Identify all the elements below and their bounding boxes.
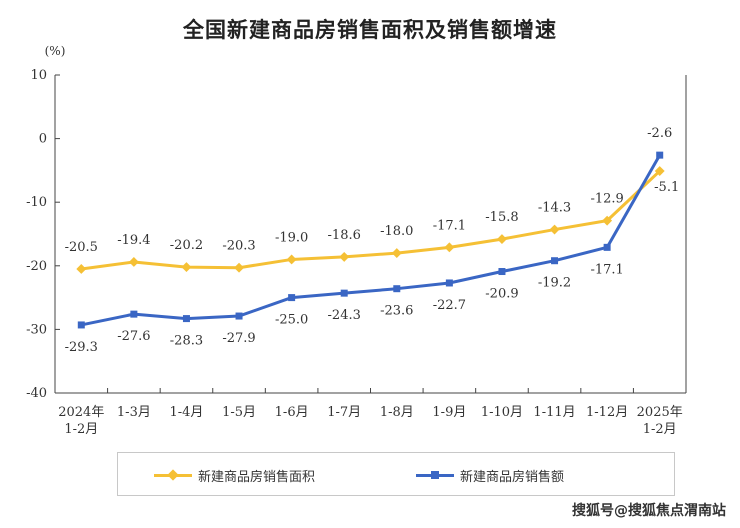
data-point xyxy=(444,242,455,253)
data-label: -19.0 xyxy=(275,230,308,245)
data-label: -20.3 xyxy=(222,239,255,254)
data-label: -18.0 xyxy=(380,224,413,239)
x-tick-label: 1-6月 xyxy=(275,405,309,420)
data-label: -25.0 xyxy=(275,313,308,328)
data-point xyxy=(498,268,506,276)
x-tick-label: 1-2月 xyxy=(64,422,98,437)
x-tick-label: 1-11月 xyxy=(533,405,575,420)
data-label: -27.9 xyxy=(222,331,255,346)
data-label: -20.5 xyxy=(65,240,98,255)
y-axis-unit: (%) xyxy=(45,44,66,58)
data-label: -19.2 xyxy=(538,276,571,291)
data-label: -2.6 xyxy=(647,126,672,141)
data-point xyxy=(391,248,402,259)
legend-item-area: 新建商品房销售面积 xyxy=(154,467,316,485)
data-point xyxy=(603,243,611,251)
legend-swatch-amount xyxy=(416,467,454,483)
legend-item-amount: 新建商品房销售额 xyxy=(416,467,565,485)
data-point xyxy=(182,315,190,323)
chart-title: 全国新建商品房销售面积及销售额增速 xyxy=(183,18,557,42)
series-line-area xyxy=(81,169,661,271)
data-label: -15.8 xyxy=(485,210,518,225)
data-label: -18.6 xyxy=(328,228,361,243)
watermark: 搜狐号@搜狐焦点渭南站 xyxy=(572,503,726,519)
data-point xyxy=(130,310,138,318)
legend-label-amount: 新建商品房销售额 xyxy=(460,469,565,485)
data-label: -19.4 xyxy=(117,233,150,248)
data-point xyxy=(288,294,296,302)
data-label: -24.3 xyxy=(328,308,361,323)
data-label: -28.3 xyxy=(170,334,203,349)
x-tick-label: 1-8月 xyxy=(380,405,414,420)
data-label: -23.6 xyxy=(380,304,413,319)
data-point xyxy=(340,289,348,297)
line-chart: 10 0 -10 -20 -30 -40 (%) 2024年 1-2月 1-3月 1-4月 1-5月 1… xyxy=(26,44,687,437)
x-tick-label: 1-10月 xyxy=(481,405,523,420)
legend: 新建商品房销售面积 新建商品房销售额 xyxy=(117,452,675,496)
x-tick-label: 2024年 xyxy=(58,405,104,420)
y-tick-label: -40 xyxy=(26,386,47,401)
data-point xyxy=(76,264,87,274)
data-label: -17.1 xyxy=(433,218,466,233)
data-label: -20.2 xyxy=(170,238,203,253)
y-tick-label: 10 xyxy=(30,68,47,83)
data-label: -12.9 xyxy=(590,192,623,207)
data-point xyxy=(128,257,139,267)
x-tick-label: 1-2月 xyxy=(643,422,677,437)
y-tick-label: -30 xyxy=(26,322,47,337)
data-point xyxy=(497,234,507,245)
x-tick-label: 1-7月 xyxy=(327,405,361,420)
y-tick-label: 0 xyxy=(39,132,47,147)
data-label: -20.9 xyxy=(485,287,518,302)
data-label: -17.1 xyxy=(590,262,623,277)
data-point xyxy=(549,224,560,235)
data-point xyxy=(654,166,665,176)
data-point xyxy=(234,262,244,273)
legend-label-area: 新建商品房销售面积 xyxy=(198,469,316,485)
data-label: -5.1 xyxy=(654,180,679,195)
data-point xyxy=(286,254,297,265)
y-tick-label: -10 xyxy=(26,195,47,210)
x-tick-label: 1-12月 xyxy=(586,405,628,420)
data-label: -14.3 xyxy=(538,201,571,216)
data-point xyxy=(602,215,613,226)
data-point xyxy=(551,257,559,265)
x-tick-label: 1-5月 xyxy=(222,405,256,420)
data-label: -22.7 xyxy=(433,298,466,313)
data-point xyxy=(656,151,664,159)
x-tick-label: 1-4月 xyxy=(169,405,203,420)
data-point xyxy=(339,251,350,262)
data-point xyxy=(393,285,401,293)
x-tick-label: 2025年 xyxy=(637,405,683,420)
series-line-amount xyxy=(80,154,662,327)
data-point xyxy=(445,279,453,287)
data-point xyxy=(181,262,192,273)
data-label: -29.3 xyxy=(65,340,98,355)
x-tick-label: 1-9月 xyxy=(432,405,466,420)
data-point xyxy=(235,312,243,320)
x-tick-label: 1-3月 xyxy=(117,405,151,420)
legend-swatch-area xyxy=(154,467,192,483)
data-point xyxy=(77,321,85,329)
y-tick-label: -20 xyxy=(26,259,47,274)
data-label: -27.6 xyxy=(117,329,150,344)
